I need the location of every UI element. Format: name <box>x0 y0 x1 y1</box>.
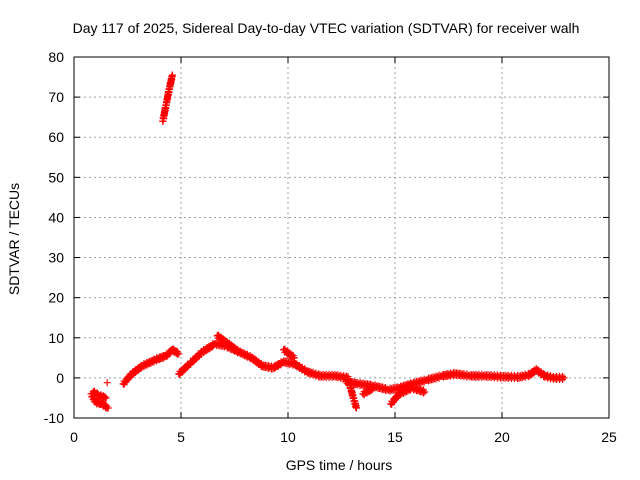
data-point <box>560 374 568 382</box>
chart-title: Day 117 of 2025, Sidereal Day-to-day VTE… <box>73 20 580 36</box>
data-point <box>464 372 472 380</box>
data-point <box>559 375 567 383</box>
x-tick-label: 15 <box>387 429 403 445</box>
y-tick-label: 30 <box>48 250 64 266</box>
data-point <box>421 388 429 396</box>
data-point <box>168 71 176 79</box>
x-tick-label: 25 <box>601 429 617 445</box>
y-tick-label: 60 <box>48 129 64 145</box>
y-tick-label: 40 <box>48 209 64 225</box>
data-points <box>87 71 568 412</box>
data-point <box>103 379 111 387</box>
data-point <box>352 404 360 412</box>
x-axis-label: GPS time / hours <box>286 457 393 473</box>
data-point <box>370 384 378 392</box>
x-tick-label: 5 <box>177 429 185 445</box>
y-tick-label: 0 <box>56 370 64 386</box>
y-tick-label: 20 <box>48 290 64 306</box>
data-point <box>175 350 183 358</box>
data-point <box>479 372 487 380</box>
y-tick-label: 50 <box>48 169 64 185</box>
y-axis-label: SDTVAR / TECUs <box>6 183 22 295</box>
data-point <box>290 354 298 362</box>
y-tick-label: 70 <box>48 89 64 105</box>
plot-frame <box>73 56 610 419</box>
axes: 0 5 10 15 20 25 -10 0 10 20 30 40 50 60 70 80 <box>44 49 617 445</box>
x-tick-label: 10 <box>280 429 296 445</box>
data-point <box>101 393 109 401</box>
x-tick-label: 0 <box>70 429 78 445</box>
data-point <box>104 404 112 412</box>
data-point <box>102 394 110 402</box>
y-tick-label: 80 <box>48 49 64 65</box>
y-tick-label: 10 <box>48 330 64 346</box>
y-tick-label: -10 <box>44 410 64 426</box>
x-tick-label: 20 <box>494 429 510 445</box>
data-point <box>235 348 243 356</box>
